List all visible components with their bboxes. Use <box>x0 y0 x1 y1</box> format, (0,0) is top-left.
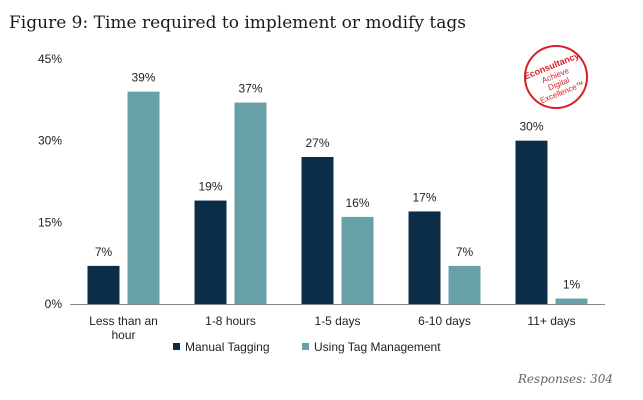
legend-swatch <box>173 343 180 350</box>
legend-swatch <box>302 343 309 350</box>
bar-value-label: 16% <box>345 196 369 210</box>
responses-note: Responses: 304 <box>517 372 613 386</box>
x-category-label: Less than an hour <box>89 314 158 342</box>
bar-value-label: 30% <box>519 120 543 134</box>
bar-value-label: 1% <box>563 278 581 292</box>
bar-value-label: 39% <box>131 71 155 85</box>
legend-label: Manual Tagging <box>185 340 270 354</box>
x-category-label: 1-5 days <box>314 314 360 328</box>
bar-value-label: 7% <box>456 245 474 259</box>
y-tick-label: 0% <box>45 297 63 311</box>
bar-manual-tagging <box>194 200 227 304</box>
y-tick-label: 15% <box>38 215 62 229</box>
bar-tag-management <box>341 216 374 304</box>
x-category-label: 6-10 days <box>418 314 471 328</box>
y-tick-label: 30% <box>38 134 62 148</box>
bar-value-label: 7% <box>95 245 113 259</box>
bar-tag-management <box>555 298 588 304</box>
bar-value-label: 19% <box>198 180 222 194</box>
legend-label: Using Tag Management <box>314 340 441 354</box>
bar-tag-management <box>234 102 267 304</box>
x-category-label: 1-8 hours <box>205 314 256 328</box>
bar-value-label: 17% <box>412 190 436 204</box>
bar-manual-tagging <box>301 157 334 304</box>
econsultancy-logo: Econsultancy Achieve Digital Excellence™ <box>523 45 588 109</box>
bar-manual-tagging <box>515 140 548 304</box>
chart-title: Figure 9: Time required to implement or … <box>9 13 466 33</box>
bar-manual-tagging <box>408 211 441 304</box>
bar-tag-management <box>127 91 160 305</box>
bar-tag-management <box>448 265 481 304</box>
y-tick-label: 45% <box>38 52 62 66</box>
bar-value-label: 37% <box>238 82 262 96</box>
bar-value-label: 27% <box>305 136 329 150</box>
bar-manual-tagging <box>87 265 120 304</box>
x-category-label: 11+ days <box>527 314 575 328</box>
